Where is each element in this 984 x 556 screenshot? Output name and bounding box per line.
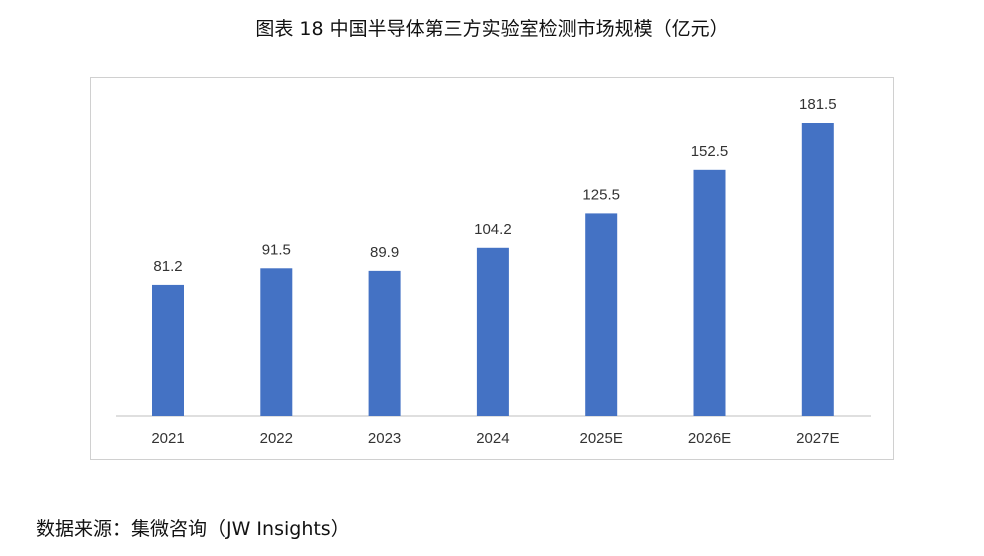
bar-2024 <box>476 247 509 416</box>
chart-frame: 81.2 2021 91.5 2022 89.9 2023 104.2 2024 125.5 20… <box>90 77 894 460</box>
x-tick-label: 2027E <box>796 430 839 447</box>
data-label: 152.5 <box>691 143 729 160</box>
bar-2022 <box>260 268 293 416</box>
bar-2025E <box>585 213 618 416</box>
data-label: 104.2 <box>474 221 512 238</box>
x-tick-label: 2023 <box>368 430 401 447</box>
x-tick-label: 2022 <box>260 430 293 447</box>
data-label: 125.5 <box>582 186 620 203</box>
source-note: 数据来源：集微咨询（JW Insights） <box>36 518 350 540</box>
bar-chart: 81.2 2021 91.5 2022 89.9 2023 104.2 2024 125.5 20… <box>116 96 871 447</box>
data-label: 89.9 <box>370 244 399 261</box>
data-label: 81.2 <box>153 258 182 275</box>
bar-2023 <box>368 270 401 416</box>
bar-2021 <box>152 284 184 416</box>
x-tick-label: 2024 <box>476 430 509 447</box>
bar-2027E <box>801 123 834 416</box>
data-label: 181.5 <box>799 96 837 113</box>
chart-title: 图表 18 中国半导体第三方实验室检测市场规模（亿元） <box>255 18 729 40</box>
x-tick-label: 2025E <box>580 430 623 447</box>
x-tick-label: 2021 <box>151 430 184 447</box>
x-tick-label: 2026E <box>688 430 731 447</box>
bar-2026E <box>693 169 726 416</box>
data-label: 91.5 <box>262 241 291 258</box>
